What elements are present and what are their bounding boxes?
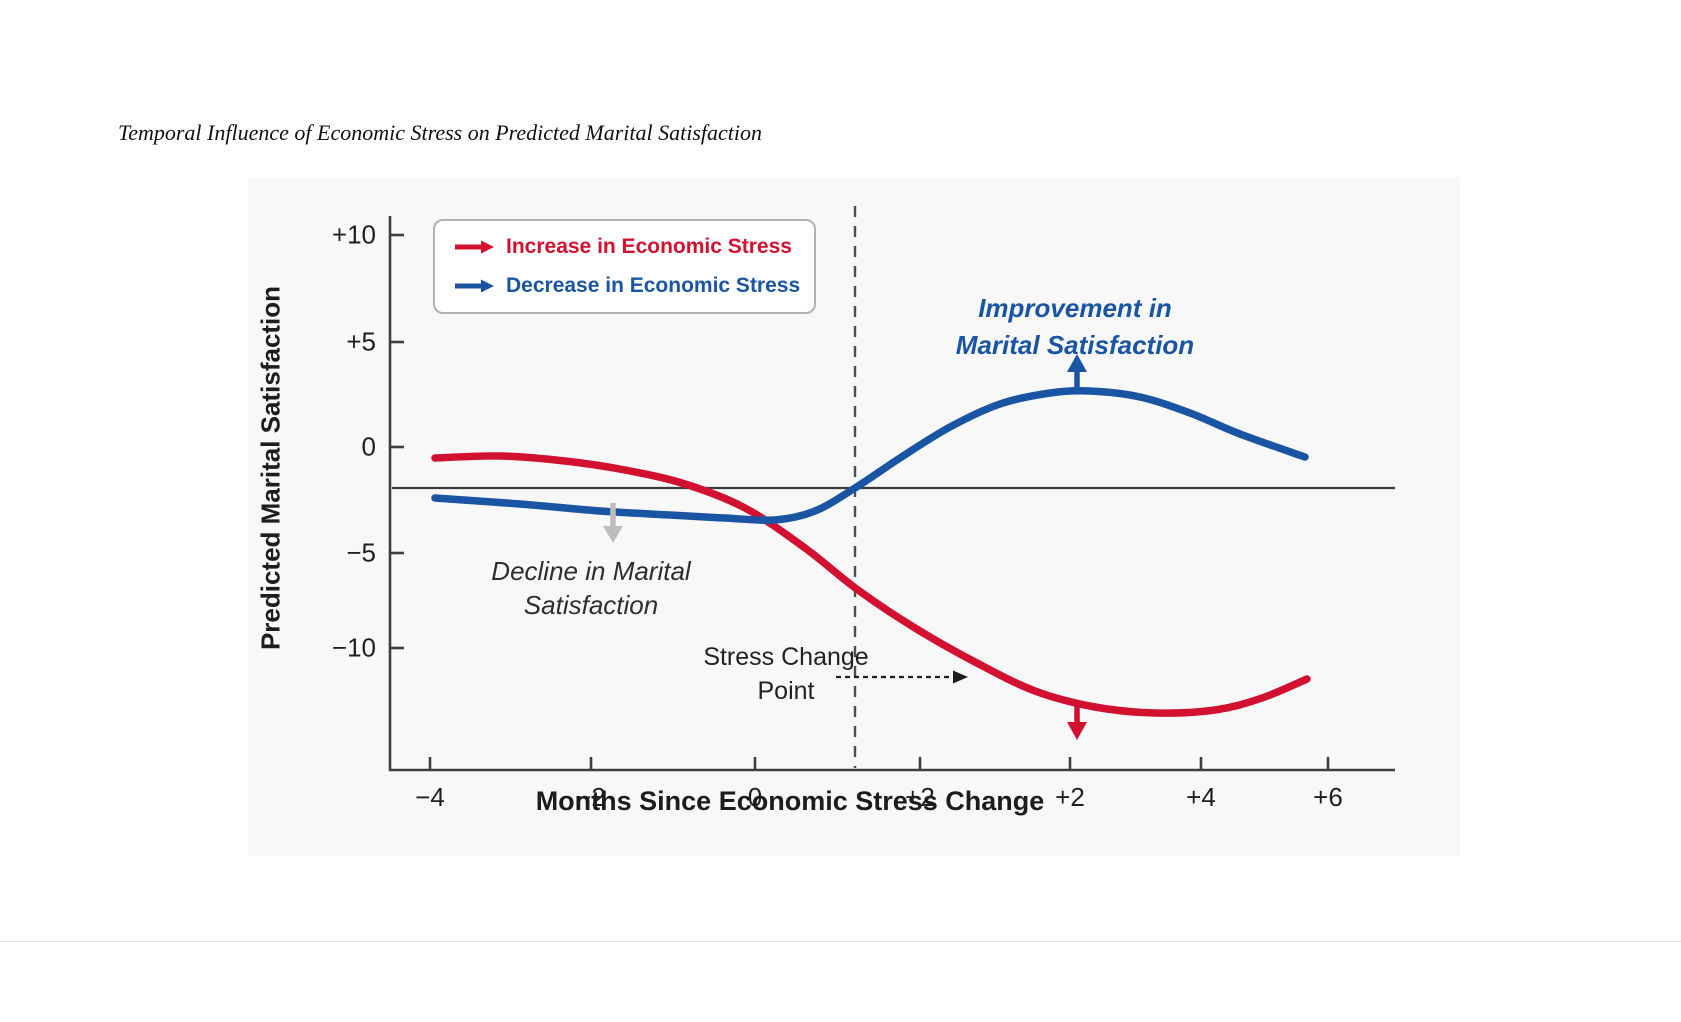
x-axis-label: Months Since Economic Stress Change (535, 786, 1045, 816)
x-tick-label: +2 (905, 782, 935, 812)
y-tick-label: −10 (331, 632, 376, 663)
annotation-line: Satisfaction (523, 590, 659, 620)
annotation-line: Stress Change (703, 643, 869, 671)
figure-title: Temporal Influence of Economic Stress on… (118, 120, 763, 145)
dashed-arrow-head-icon (953, 670, 968, 684)
legend-item-decrease: Decrease in Economic Stress (453, 274, 814, 298)
red-curve-increase-stress (431, 452, 1311, 717)
down-arrow-head-icon (1067, 722, 1087, 740)
annotation-improvement: Improvement in Marital Satisfaction (956, 290, 1194, 364)
y-tick-label: +10 (331, 219, 376, 250)
up-arrow-head-icon (1067, 354, 1087, 372)
blue-curve-decrease-stress (431, 386, 1309, 525)
legend: Increase in Economic Stress Decrease in … (433, 219, 816, 314)
y-tick-label: +5 (346, 326, 376, 357)
gray-down-arrow-head-icon (603, 526, 623, 543)
x-tick-label: −2 (576, 782, 606, 812)
annotation-line: Improvement in (978, 293, 1172, 323)
x-tick-label: 0 (747, 782, 763, 812)
legend-item-increase: Increase in Economic Stress (453, 235, 814, 259)
annotation-line: Marital Satisfaction (955, 330, 1195, 360)
annotation-line: Point (757, 677, 815, 705)
x-tick-label: +6 (1313, 782, 1343, 812)
blue-arrow-icon (455, 279, 494, 293)
x-tick-label: −4 (415, 782, 445, 812)
legend-item-label: Increase in Economic Stress (506, 235, 792, 259)
y-tick-label: 0 (361, 431, 376, 462)
x-tick-label: +2 (1055, 782, 1085, 812)
y-axis-label: Predicted Marital Satisfaction (255, 285, 286, 651)
annotation-line: Decline in Marital (491, 556, 691, 586)
legend-item-label: Decrease in Economic Stress (506, 273, 801, 297)
x-tick-label: +4 (1186, 782, 1216, 812)
bottom-divider (0, 941, 1681, 942)
annotation-decline: Decline in Marital Satisfaction (491, 554, 690, 622)
annotation-stress-change-point: Stress Change Point (703, 640, 868, 708)
y-tick-label: −5 (346, 537, 376, 568)
red-arrow-icon (455, 240, 494, 254)
